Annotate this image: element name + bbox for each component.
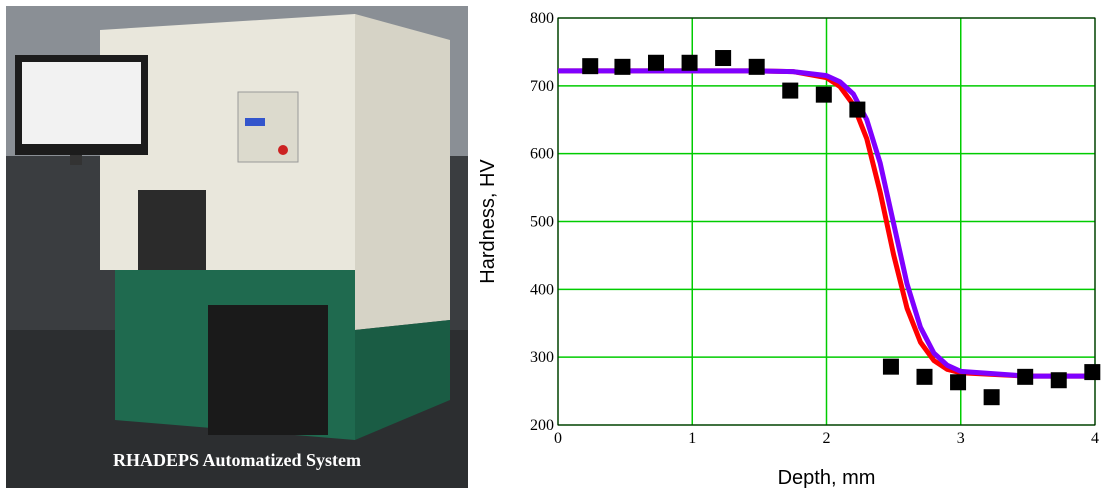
fit-curve [558, 68, 1095, 379]
y-tick-label: 600 [530, 146, 554, 163]
y-tick-label: 200 [530, 417, 554, 434]
y-tick-label: 500 [530, 214, 554, 231]
machine-side [355, 14, 450, 330]
data-point [614, 58, 631, 75]
cabinet-opening [208, 305, 328, 435]
x-tick-label: 1 [688, 430, 696, 447]
plot-frame [557, 17, 1096, 426]
data-point [681, 54, 698, 71]
data-point [916, 368, 933, 385]
control-panel [237, 91, 299, 163]
machine-base-side [355, 320, 450, 440]
chart: 0 1 2 3 4 200 300 400 500 600 700 800 Depth, mm Hardn… [477, 10, 1101, 489]
monitor-screen [22, 62, 141, 144]
x-axis-label: Depth, mm [778, 467, 876, 489]
data-point [782, 82, 799, 99]
y-axis-label: Hardness, HV [477, 159, 499, 284]
monitor-arm [70, 155, 82, 165]
data-point [815, 86, 832, 103]
data-point [715, 50, 732, 67]
data-point [582, 58, 599, 75]
data-point [1084, 364, 1101, 381]
data-point [1017, 368, 1034, 385]
y-tick-label: 400 [530, 281, 554, 298]
y-tick-label: 700 [530, 78, 554, 95]
stop-button [278, 145, 288, 155]
display [245, 118, 265, 126]
data-point [882, 358, 899, 375]
data-point [648, 54, 665, 71]
y-tick-label: 300 [530, 349, 554, 366]
x-tick-label: 2 [823, 430, 831, 447]
data-point [748, 58, 765, 75]
process-window [138, 190, 206, 270]
data-point [1050, 372, 1067, 389]
data-point [950, 374, 967, 391]
data-point [983, 389, 1000, 406]
photo: RHADEPS Automatized System [6, 6, 468, 488]
photo-caption: RHADEPS Automatized System [113, 450, 361, 470]
x-tick-label: 3 [957, 430, 965, 447]
x-tick-label: 0 [554, 430, 562, 447]
data-point [849, 101, 866, 118]
x-tick-label: 4 [1091, 430, 1099, 447]
y-tick-label: 800 [530, 10, 554, 27]
